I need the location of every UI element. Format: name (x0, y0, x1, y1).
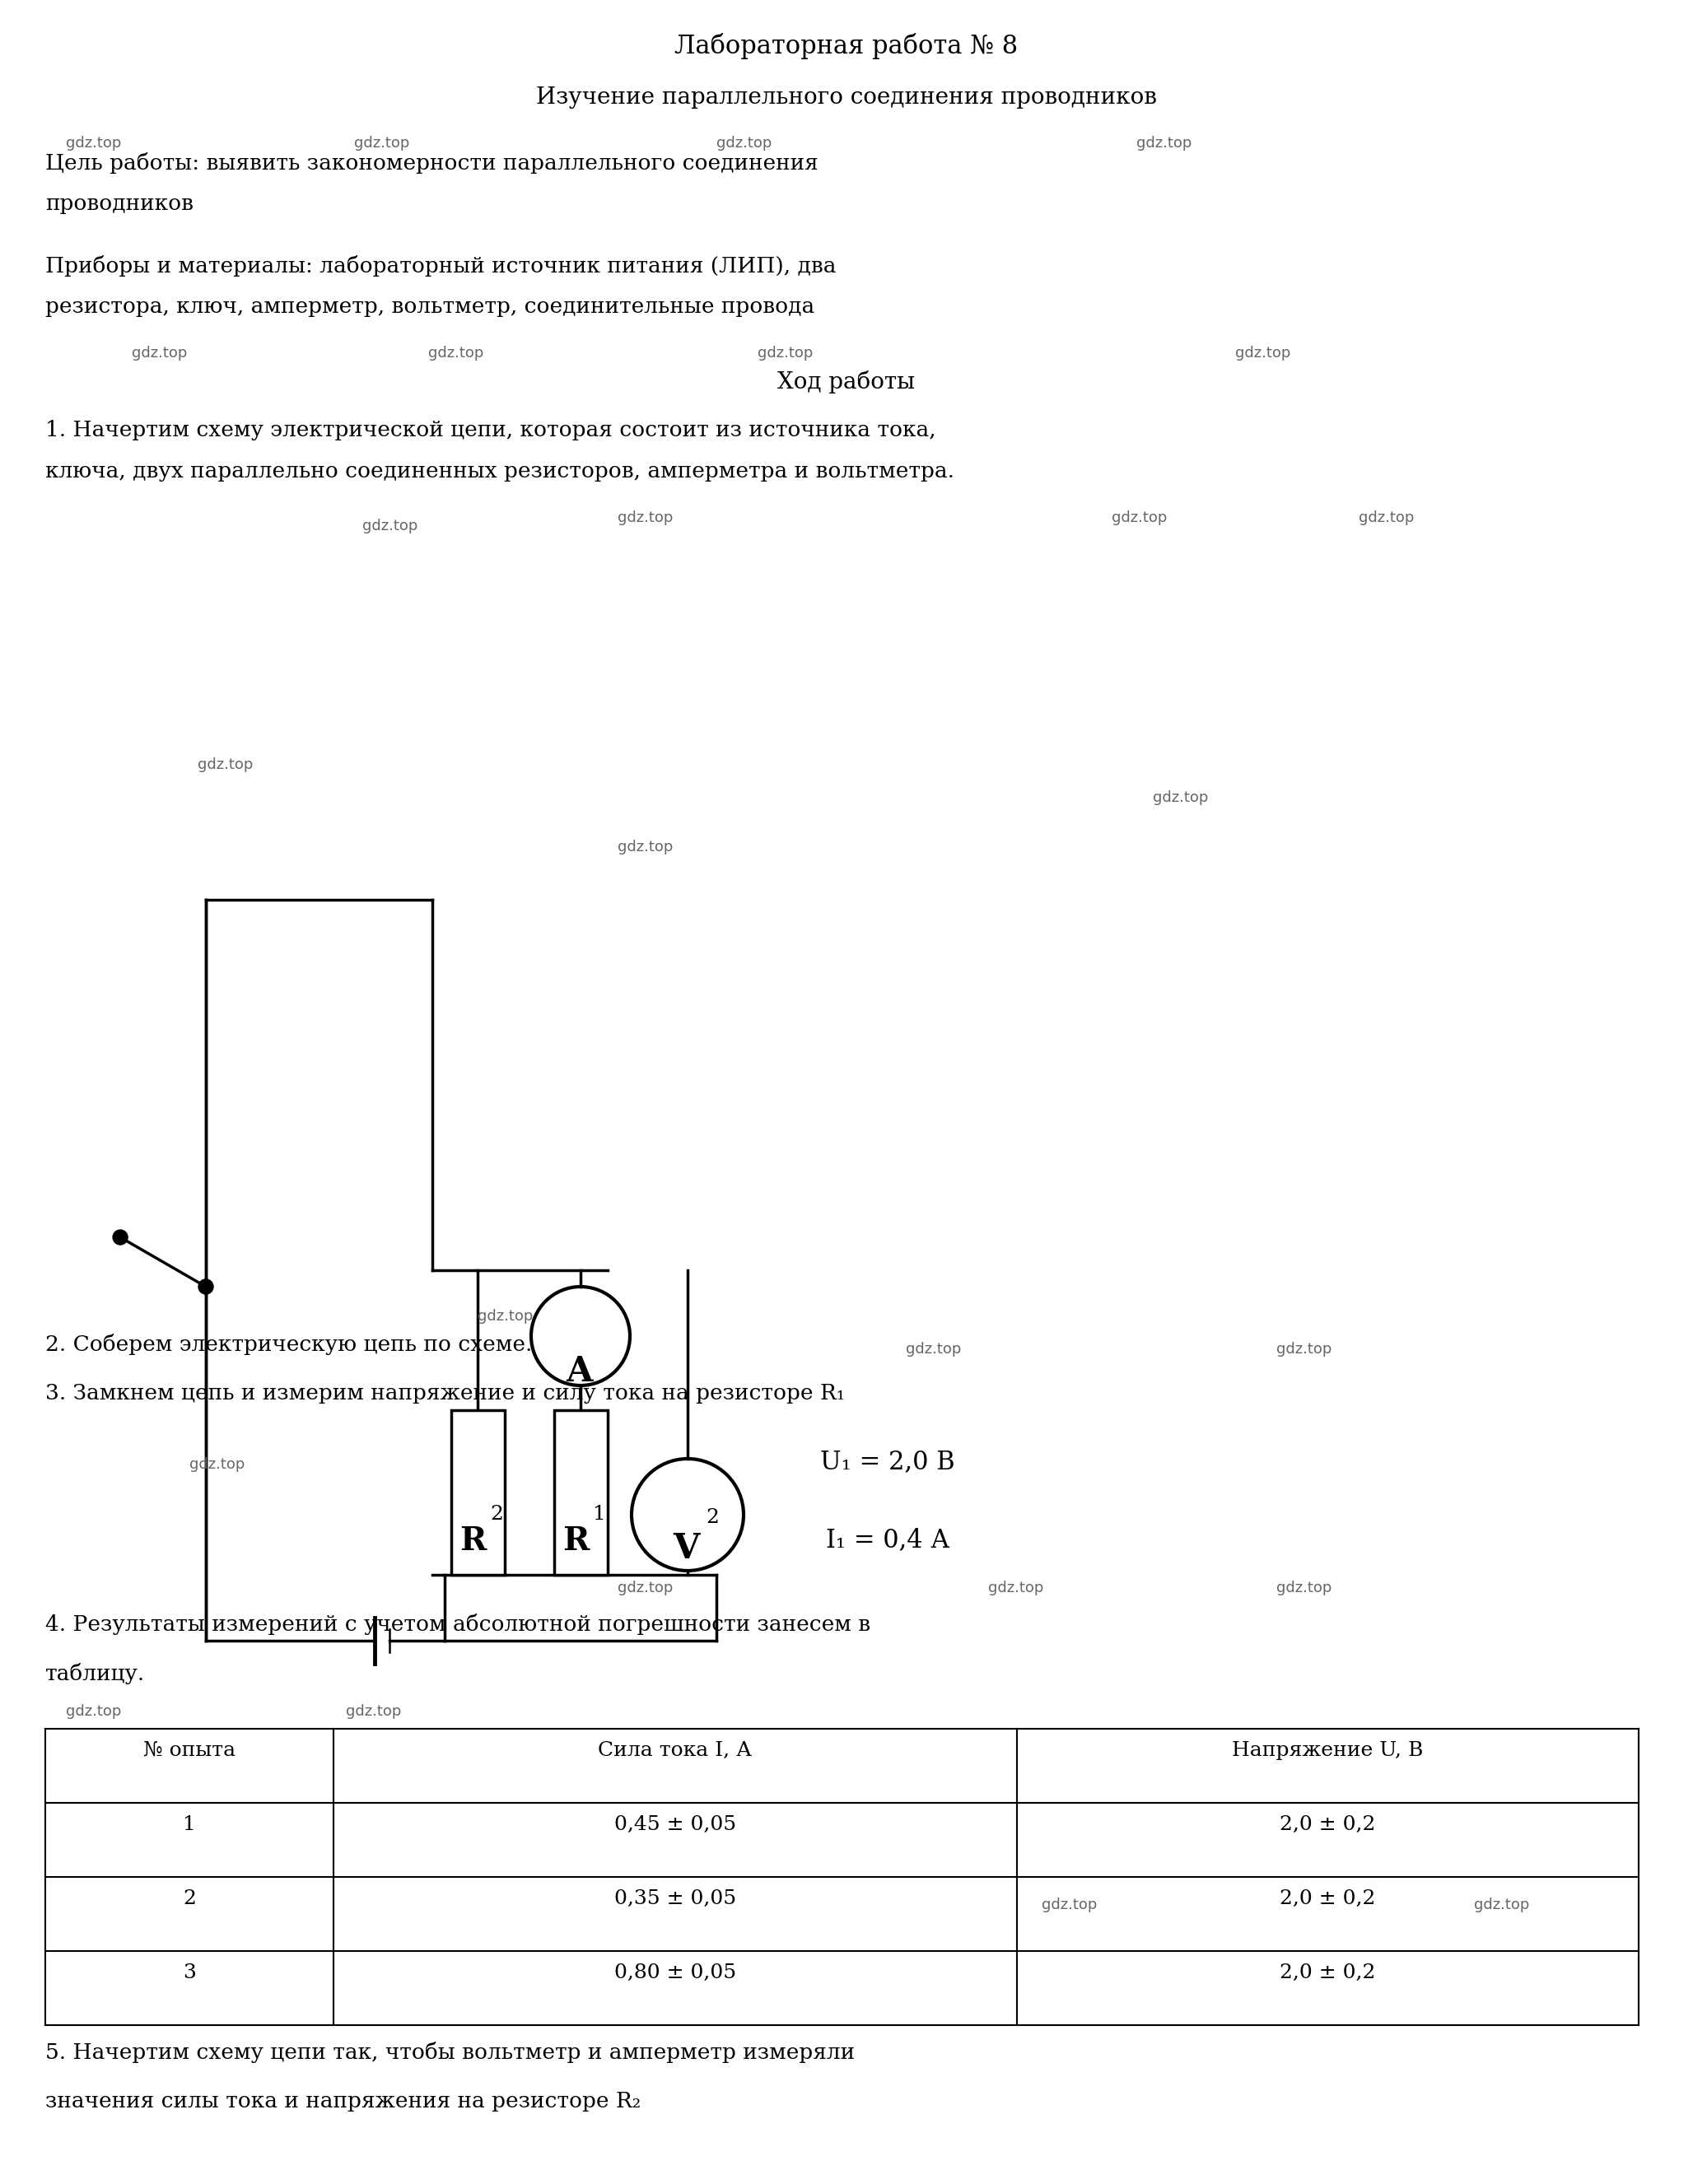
Text: R: R (562, 1524, 589, 1557)
Text: gdz.top: gdz.top (1359, 511, 1414, 524)
Text: Ход работы: Ход работы (777, 371, 916, 393)
Text: gdz.top: gdz.top (66, 1704, 122, 1719)
Text: проводников: проводников (46, 194, 193, 214)
Text: gdz.top: gdz.top (716, 135, 772, 151)
Circle shape (113, 1230, 127, 1245)
Text: gdz.top: gdz.top (198, 758, 254, 773)
Text: 2. Соберем электрическую цепь по схеме.: 2. Соберем электрическую цепь по схеме. (46, 1334, 532, 1354)
Text: gdz.top: gdz.top (618, 511, 674, 524)
Text: gdz.top: gdz.top (757, 345, 813, 360)
Text: 4. Результаты измерений с учетом абсолютной погрешности занесем в: 4. Результаты измерений с учетом абсолют… (46, 1614, 870, 1636)
Text: 0,35 ± 0,05: 0,35 ± 0,05 (615, 1889, 736, 1909)
Text: gdz.top: gdz.top (1236, 345, 1290, 360)
Text: gdz.top: gdz.top (66, 135, 122, 151)
Text: Сила тока I, А: Сила тока I, А (598, 1741, 752, 1760)
Text: значения силы тока и напряжения на резисторе R₂: значения силы тока и напряжения на резис… (46, 2090, 642, 2112)
Text: gdz.top: gdz.top (132, 345, 188, 360)
Text: gdz.top: gdz.top (618, 839, 674, 854)
Text: 1: 1 (593, 1505, 606, 1524)
Text: gdz.top: gdz.top (190, 1457, 245, 1472)
Text: 5. Начертим схему цепи так, чтобы вольтметр и амперметр измеряли: 5. Начертим схему цепи так, чтобы вольтм… (46, 2042, 855, 2064)
Text: 2: 2 (706, 1509, 720, 1527)
Text: gdz.top: gdz.top (1277, 1581, 1332, 1594)
Bar (554, 1411, 608, 1575)
Text: 0,80 ± 0,05: 0,80 ± 0,05 (615, 1963, 736, 1983)
Text: № опыта: № опыта (144, 1741, 235, 1760)
Text: ключа, двух параллельно соединенных резисторов, амперметра и вольтметра.: ключа, двух параллельно соединенных рези… (46, 461, 955, 483)
Text: Приборы и материалы: лабораторный источник питания (ЛИП), два: Приборы и материалы: лабораторный источн… (46, 256, 836, 277)
Text: таблицу.: таблицу. (46, 1662, 146, 1684)
Text: gdz.top: gdz.top (1136, 135, 1192, 151)
Text: 2,0 ± 0,2: 2,0 ± 0,2 (1280, 1815, 1376, 1835)
Text: Лабораторная работа № 8: Лабораторная работа № 8 (676, 33, 1017, 59)
Text: gdz.top: gdz.top (1475, 1898, 1529, 1913)
Circle shape (198, 1280, 213, 1295)
Text: Цель работы: выявить закономерности параллельного соединения: Цель работы: выявить закономерности пара… (46, 153, 818, 175)
Text: I₁ = 0,4 А: I₁ = 0,4 А (826, 1527, 950, 1553)
Text: gdz.top: gdz.top (618, 1581, 674, 1594)
Text: 1. Начертим схему электрической цепи, которая состоит из источника тока,: 1. Начертим схему электрической цепи, ко… (46, 419, 936, 441)
Text: 3: 3 (183, 1963, 196, 1983)
Text: резистора, ключ, амперметр, вольтметр, соединительные провода: резистора, ключ, амперметр, вольтметр, с… (46, 297, 814, 317)
Text: gdz.top: gdz.top (1041, 1898, 1097, 1913)
Text: 2: 2 (489, 1505, 503, 1524)
Text: gdz.top: gdz.top (1153, 791, 1209, 806)
Text: gdz.top: gdz.top (477, 1308, 533, 1324)
Text: gdz.top: gdz.top (1277, 1341, 1332, 1356)
Text: 1: 1 (183, 1815, 196, 1835)
Text: 3. Замкнем цепь и измерим напряжение и силу тока на резисторе R₁: 3. Замкнем цепь и измерим напряжение и с… (46, 1382, 845, 1404)
Text: gdz.top: gdz.top (989, 1581, 1043, 1594)
Text: 2: 2 (183, 1889, 196, 1909)
Text: gdz.top: gdz.top (906, 1341, 962, 1356)
Text: gdz.top: gdz.top (362, 518, 418, 533)
Text: 2,0 ± 0,2: 2,0 ± 0,2 (1280, 1963, 1376, 1983)
Text: gdz.top: gdz.top (1112, 511, 1166, 524)
Text: V: V (672, 1531, 699, 1566)
Text: gdz.top: gdz.top (345, 1704, 401, 1719)
Text: 2,0 ± 0,2: 2,0 ± 0,2 (1280, 1889, 1376, 1909)
Text: 0,45 ± 0,05: 0,45 ± 0,05 (615, 1815, 736, 1835)
Text: Напряжение U, В: Напряжение U, В (1233, 1741, 1424, 1760)
Text: U₁ = 2,0 В: U₁ = 2,0 В (821, 1448, 955, 1474)
Text: Изучение параллельного соединения проводников: Изучение параллельного соединения провод… (537, 87, 1156, 109)
Bar (450, 1411, 505, 1575)
Text: A: A (565, 1354, 593, 1389)
Text: gdz.top: gdz.top (354, 135, 410, 151)
Text: R: R (459, 1524, 486, 1557)
Text: gdz.top: gdz.top (428, 345, 484, 360)
